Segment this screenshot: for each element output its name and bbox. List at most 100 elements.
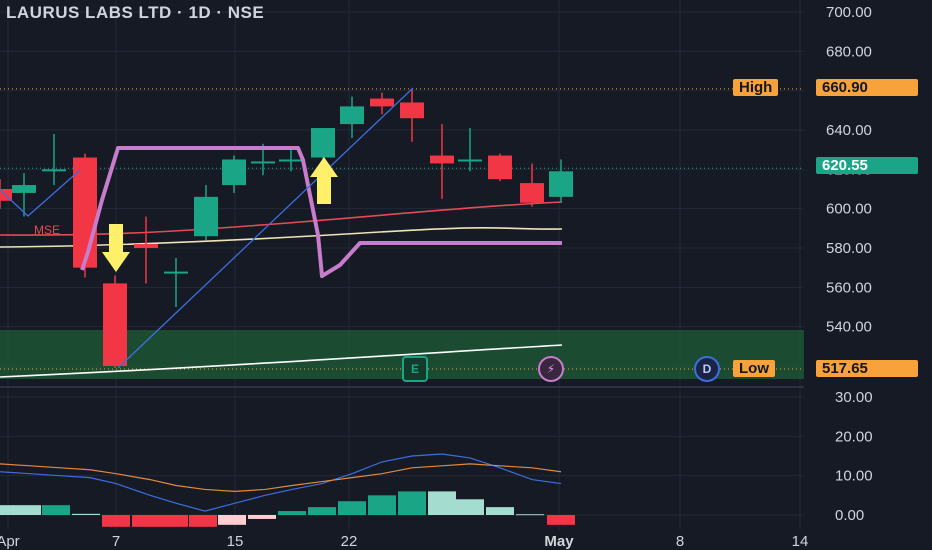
histogram-bar: [102, 515, 130, 527]
candle-body: [12, 185, 36, 193]
sell-arrow: [102, 224, 130, 272]
time-tick-label: May: [544, 533, 574, 550]
candle: [311, 128, 335, 166]
price-tick-label: 560.00: [826, 279, 872, 296]
histogram-bar: [13, 505, 41, 515]
time-tick-label: 14: [792, 533, 809, 550]
macd-lines: [0, 453, 562, 512]
candle-body: [251, 161, 275, 164]
candle: [430, 124, 454, 199]
candle-body: [370, 98, 394, 107]
price-tick-label: 540.00: [826, 319, 872, 336]
candle: [370, 92, 394, 115]
histogram-bar: [132, 515, 160, 527]
price-tick-label: 640.00: [826, 122, 872, 139]
histogram-bar: [72, 513, 100, 515]
candle: [340, 96, 364, 138]
candle: [222, 155, 246, 193]
dividend-marker-icon[interactable]: D: [694, 356, 720, 382]
candle-body: [430, 155, 454, 164]
histogram-bar: [456, 499, 484, 515]
candle: [42, 133, 66, 186]
candle-body: [194, 196, 218, 237]
time-axis: Apr 7 15 22 May 8 14: [0, 533, 808, 550]
time-tick-label: 15: [227, 533, 244, 550]
candle: [194, 185, 218, 241]
candle-body: [340, 106, 364, 125]
candle: [549, 159, 573, 203]
histogram-bar: [278, 511, 306, 515]
split-marker-icon[interactable]: ⚡: [538, 356, 564, 382]
histogram-bar: [338, 501, 366, 515]
indicator-tick-label: 30.00: [835, 389, 873, 406]
candle: [103, 275, 127, 368]
supertrend-path: [80, 146, 562, 278]
price-tick-label: 600.00: [826, 201, 872, 218]
indicator-tick-label: 0.00: [835, 507, 864, 524]
candle-body: [222, 159, 246, 186]
candle-body: [73, 157, 97, 268]
price-tick-label: 680.00: [826, 43, 872, 60]
candle: [73, 153, 97, 278]
supertrend-line: [80, 146, 562, 278]
candle: [488, 153, 512, 182]
histogram-bar: [189, 515, 217, 527]
low-value-tag: 517.65: [816, 360, 918, 377]
candle-body: [400, 102, 424, 119]
candle-body: [488, 155, 512, 180]
histogram-bar: [516, 514, 544, 516]
low-label-tag: Low: [733, 360, 775, 377]
candle: [458, 128, 482, 172]
histogram-bar: [0, 505, 14, 515]
histogram-bar: [547, 515, 575, 525]
histogram-bar: [308, 507, 336, 515]
macd-line: [0, 453, 562, 512]
candle-body: [279, 159, 303, 162]
indicator-tick-label: 20.00: [835, 428, 873, 445]
candle-body: [134, 244, 158, 248]
trend-line-main: [117, 87, 414, 369]
signal-arrows: [102, 157, 338, 272]
candle-body: [549, 171, 573, 197]
ma-red-line: [0, 201, 563, 236]
high-label-tag: High: [733, 79, 779, 96]
last-price-tag: 620.55: [816, 157, 918, 174]
earnings-marker-icon[interactable]: E: [402, 356, 428, 382]
time-tick-label: 22: [341, 533, 358, 550]
histogram-bar: [160, 515, 188, 527]
time-tick-label: Apr: [0, 533, 20, 550]
indicator-tick-label: 10.00: [835, 468, 873, 485]
histogram-bar: [398, 491, 426, 515]
ma-cream-line: [0, 226, 563, 248]
candle: [279, 147, 303, 172]
histogram-bar: [248, 515, 276, 519]
histogram-bar: [218, 515, 246, 525]
indicator-axis: 30.00 20.00 10.00 0.00: [835, 389, 873, 524]
histogram-bar: [486, 507, 514, 515]
price-tick-label: 580.00: [826, 240, 872, 257]
candle: [12, 173, 36, 217]
candle: [164, 257, 188, 307]
candle: [520, 163, 544, 207]
candle-body: [103, 283, 127, 366]
time-tick-label: 7: [112, 533, 120, 550]
trend-line-left: [0, 169, 81, 217]
signal-line: [0, 463, 562, 493]
ma-white-line: [0, 344, 563, 378]
high-value-tag: 660.90: [816, 79, 918, 96]
candle-body: [164, 271, 188, 274]
candle-body: [311, 128, 335, 158]
time-tick-label: 8: [676, 533, 684, 550]
candle: [400, 88, 424, 142]
histogram-bar: [42, 505, 70, 515]
candle-body: [520, 183, 544, 203]
ma-label: MSE: [34, 223, 60, 237]
moving-average-lines: [0, 201, 563, 378]
buy-arrow: [310, 157, 338, 204]
candle-series: [0, 88, 573, 368]
price-tick-label: 700.00: [826, 4, 872, 21]
macd-histogram: [0, 491, 575, 527]
candle-body: [42, 169, 66, 172]
candle: [0, 179, 12, 209]
